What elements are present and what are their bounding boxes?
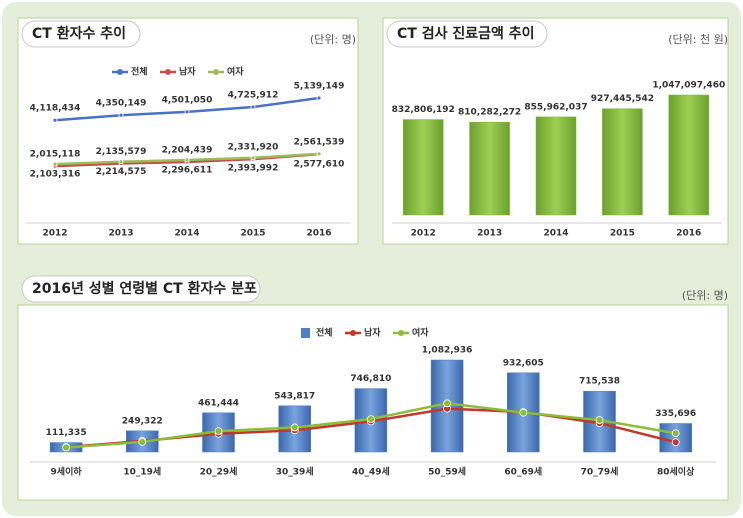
heading-pill (21, 275, 261, 303)
value-label: 832,806,192 (392, 105, 455, 115)
x-tick-label: 2014 (543, 229, 568, 239)
chart-title: CT 검사 진료금액 추이 (397, 25, 535, 42)
x-tick-label: 2012 (411, 229, 436, 239)
value-label: 4,725,912 (228, 91, 279, 101)
x-tick-label: 10_19세 (123, 466, 161, 478)
point (316, 151, 322, 157)
point (519, 408, 528, 417)
value-label: 2,103,316 (30, 170, 81, 180)
point (671, 429, 680, 438)
bar (668, 94, 710, 216)
x-tick-label: 2015 (240, 229, 265, 239)
x-tick-label: 2013 (477, 229, 502, 239)
value-label: 1,047,097,460 (652, 81, 725, 91)
point (366, 415, 375, 424)
x-tick-label: 9세이하 (51, 466, 83, 478)
value-label: 932,605 (503, 358, 544, 368)
point (290, 423, 299, 432)
x-tick-label: 30_39세 (276, 466, 314, 478)
x-tick-label: 70_79세 (581, 466, 619, 478)
bar (469, 121, 510, 216)
point (52, 161, 58, 167)
value-label: 2,296,611 (162, 165, 213, 175)
chart-title: CT 환자수 추이 (32, 25, 126, 42)
bar (659, 423, 692, 453)
value-label: 810,282,272 (458, 108, 521, 118)
x-tick-label: 2014 (174, 229, 199, 239)
legend-label: 전체 (316, 327, 333, 339)
bar (602, 108, 643, 216)
point (250, 104, 256, 110)
point (671, 438, 680, 447)
value-label: 249,322 (122, 416, 163, 426)
legend-label: 전체 (131, 66, 148, 78)
point (214, 427, 223, 436)
panel (17, 17, 359, 245)
legend-label: 여자 (412, 327, 429, 339)
x-tick-label: 2013 (108, 229, 133, 239)
heading-pill (21, 20, 141, 48)
point (118, 159, 124, 165)
value-label: 2,204,439 (162, 145, 213, 155)
value-label: 2,331,920 (228, 143, 279, 153)
value-label: 461,444 (198, 398, 239, 408)
legend-marker (350, 330, 356, 336)
value-label: 4,501,050 (162, 95, 213, 105)
value-label: 715,538 (579, 377, 620, 387)
chart-title: 2016년 성별 연령별 CT 환자수 분포 (32, 280, 257, 297)
value-label: 927,445,542 (591, 94, 654, 104)
x-tick-label: 60_69세 (504, 466, 542, 478)
point (138, 437, 147, 446)
value-label: 2,135,579 (96, 147, 147, 157)
legend-marker (165, 69, 171, 75)
point (62, 443, 70, 452)
legend-marker (117, 69, 123, 75)
point (316, 95, 322, 101)
point (184, 109, 190, 115)
x-tick-label: 2016 (306, 229, 331, 239)
x-tick-label: 40_49세 (352, 466, 390, 478)
value-label: 4,350,149 (96, 99, 147, 109)
value-label: 2,393,992 (228, 163, 279, 173)
legend-label: 여자 (227, 66, 244, 78)
legend-label: 남자 (364, 327, 381, 339)
value-label: 4,118,434 (30, 104, 81, 114)
value-label: 335,696 (655, 409, 696, 419)
x-tick-label: 2012 (42, 229, 67, 239)
point (184, 157, 190, 163)
value-label: 2,577,610 (294, 159, 345, 169)
value-label: 543,817 (274, 391, 315, 401)
value-label: 111,335 (46, 428, 87, 438)
x-tick-label: 80세이상 (657, 466, 695, 478)
legend-marker (213, 69, 219, 75)
x-tick-label: 2016 (676, 229, 701, 239)
unit-label: (단위: 천 원) (668, 32, 728, 46)
value-label: 2,015,118 (30, 150, 81, 160)
legend-marker (398, 330, 404, 336)
x-tick-label: 20_29세 (200, 466, 238, 478)
value-label: 2,214,575 (96, 167, 147, 177)
legend-label: 남자 (179, 66, 196, 78)
value-label: 1,082,936 (422, 346, 473, 356)
point (443, 399, 452, 408)
value-label: 855,962,037 (524, 102, 587, 112)
unit-label: (단위: 명) (682, 289, 728, 302)
bar (535, 116, 577, 216)
bar (402, 119, 444, 216)
value-label: 2,561,539 (294, 138, 345, 148)
x-tick-label: 50_59세 (428, 466, 466, 478)
point (595, 416, 604, 424)
point (250, 155, 256, 161)
point (52, 117, 58, 123)
point (118, 112, 124, 118)
value-label: 5,139,149 (294, 82, 345, 92)
value-label: 746,810 (350, 374, 391, 384)
unit-label: (단위: 명) (310, 33, 356, 46)
legend-swatch (301, 328, 310, 338)
x-tick-label: 2015 (610, 229, 635, 239)
heading-pill (386, 20, 548, 48)
